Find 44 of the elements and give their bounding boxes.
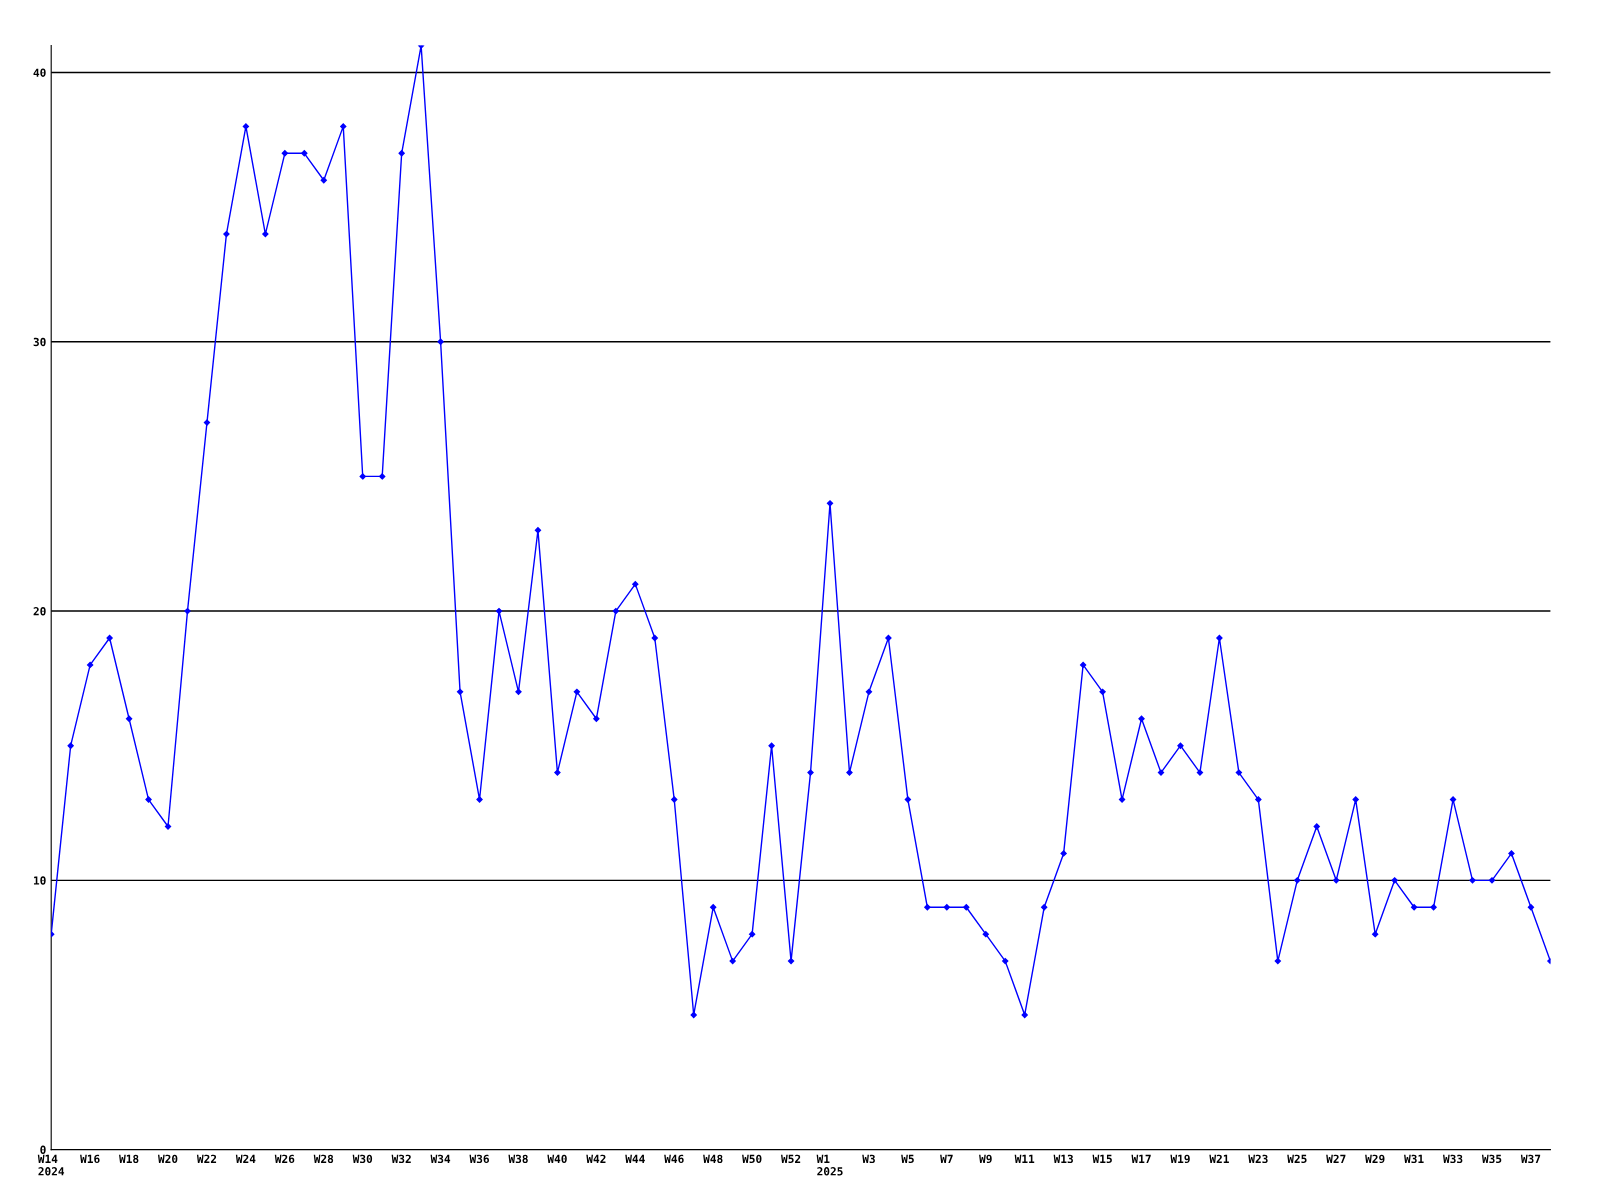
- x-tick-label: W9: [979, 1154, 992, 1164]
- x-tick-label: W11: [1014, 1154, 1035, 1163]
- x-tick-label: W42: [586, 1154, 606, 1163]
- x-tick-label: W17: [1131, 1154, 1151, 1163]
- x-tick-label: W28: [313, 1154, 334, 1164]
- x-tick-label: W40: [547, 1154, 567, 1164]
- x-tick-label: W36: [469, 1154, 489, 1164]
- x-tick-label: W5: [901, 1154, 914, 1164]
- x-tick-label: W34: [430, 1154, 451, 1164]
- x-tick-label: W20: [157, 1154, 178, 1164]
- x-tick-label: W21: [1209, 1154, 1229, 1163]
- x-tick-label: W29: [1365, 1154, 1385, 1164]
- x-tick-label: W24: [235, 1154, 256, 1163]
- y-tick-label: 10: [33, 876, 46, 885]
- x-tick-label: W1 2025: [816, 1154, 843, 1176]
- x-tick-label: W18: [119, 1154, 139, 1164]
- x-tick-label: W23: [1248, 1154, 1268, 1164]
- x-tick-label: W31: [1404, 1154, 1424, 1164]
- x-tick-label: W3: [862, 1154, 875, 1164]
- x-tick-label: W48: [703, 1154, 723, 1164]
- x-tick-label: W50: [742, 1154, 762, 1164]
- x-tick-label: W14 2024: [37, 1154, 65, 1176]
- x-tick-label: W27: [1326, 1154, 1346, 1163]
- x-tick-label: W26: [274, 1154, 295, 1164]
- x-tick-label: W13: [1053, 1154, 1073, 1164]
- x-tick-label: W19: [1170, 1154, 1190, 1164]
- x-tick-label: W25: [1287, 1154, 1307, 1164]
- x-tick-label: W35: [1481, 1154, 1502, 1164]
- x-tick-label: W22: [196, 1154, 217, 1163]
- y-tick-label: 40: [33, 68, 46, 77]
- x-tick-label: W37: [1520, 1154, 1541, 1164]
- y-tick-label: 0: [40, 1145, 46, 1154]
- x-tick-label: W16: [80, 1154, 100, 1164]
- x-tick-label: W38: [508, 1154, 528, 1164]
- x-tick-label: W32: [391, 1154, 411, 1164]
- x-tick-label: W46: [664, 1154, 684, 1164]
- x-tick-label: W33: [1443, 1154, 1463, 1164]
- x-tick-label: W7: [940, 1154, 953, 1163]
- x-tick-label: W15: [1092, 1154, 1112, 1164]
- y-tick-label: 20: [33, 607, 46, 616]
- x-tick-label: W30: [352, 1154, 373, 1164]
- y-tick-label: 30: [33, 337, 46, 347]
- x-tick-label: W44: [625, 1154, 645, 1163]
- x-tick-label: W52: [781, 1154, 801, 1164]
